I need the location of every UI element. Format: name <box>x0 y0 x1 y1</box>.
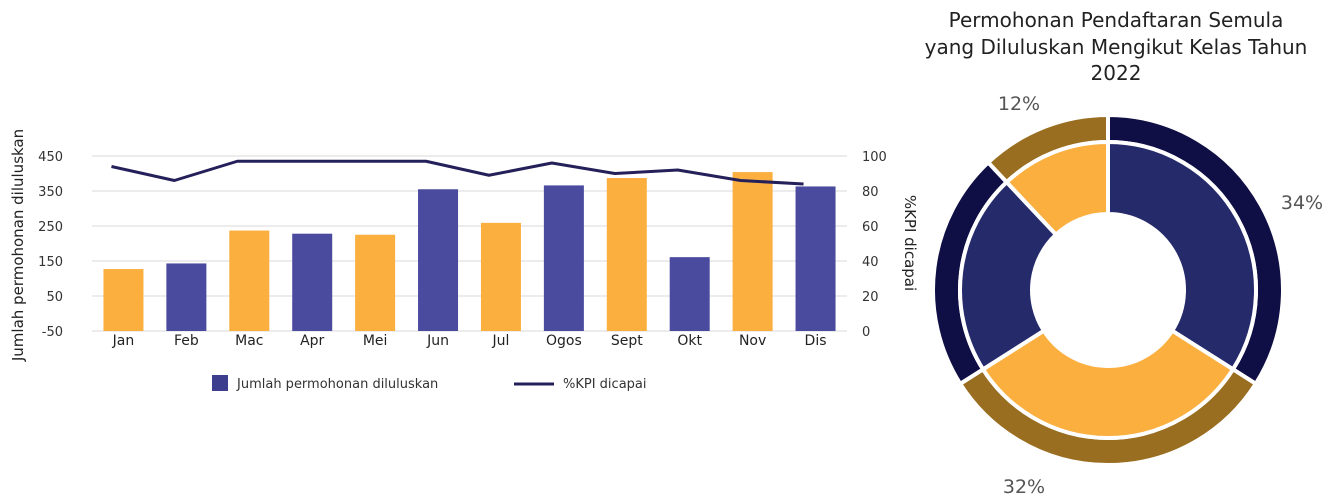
category-label: Sept <box>611 333 643 349</box>
category-label: Mei <box>363 333 388 349</box>
right-tick-label: 20 <box>862 290 879 305</box>
left-tick-label: 450 <box>38 150 63 165</box>
category-labels: Jan Feb Mac Apr Mei Jun Jul Ogos Sept Okt Nov Dis <box>112 333 827 349</box>
gridlines <box>92 155 847 332</box>
right-tick-label: 80 <box>862 185 879 200</box>
legend-swatch-bars <box>212 375 228 391</box>
legend: Jumlah permohonan diluluskan %KPI dicapa… <box>212 375 647 392</box>
category-label: Mac <box>235 333 263 349</box>
category-label: Jun <box>426 333 449 349</box>
bar <box>355 234 396 331</box>
category-label: Jan <box>112 333 135 349</box>
category-label: Dis <box>805 333 827 349</box>
right-tick-label: 40 <box>862 255 879 270</box>
bar <box>795 186 836 331</box>
donut-slice <box>1106 139 1258 373</box>
category-label: Ogos <box>546 333 582 349</box>
left-tick-label: 50 <box>46 290 63 305</box>
bar <box>480 222 521 331</box>
bar <box>418 189 459 331</box>
category-label: Feb <box>174 333 199 349</box>
right-axis-title: %KPI dicapai <box>901 195 919 291</box>
kpi-line-series <box>111 159 804 186</box>
legend-label-bars: Jumlah permohonan diluluskan <box>236 377 438 392</box>
donut-chart: Permohonan Pendaftaran Semula yang Dilul… <box>925 8 1323 495</box>
left-tick-label: 350 <box>38 185 63 200</box>
left-tick-label: -50 <box>42 325 63 340</box>
bar <box>292 233 333 331</box>
pie-title-line-2: yang Diluluskan Mengikut Kelas Tahun <box>925 35 1308 59</box>
left-axis-ticks: -50 50 150 250 350 450 <box>38 150 63 340</box>
bar <box>166 263 207 331</box>
pie-title-line-1: Permohonan Pendaftaran Semula <box>949 8 1284 32</box>
right-tick-label: 100 <box>862 150 887 165</box>
bar <box>103 269 144 331</box>
category-label: Okt <box>677 333 702 349</box>
category-label: Nov <box>739 333 766 349</box>
donut-slice-label: 12% <box>998 93 1040 115</box>
right-tick-label: 0 <box>862 325 870 340</box>
donut-slice-labels: 34% 32% 12% <box>998 93 1323 495</box>
category-label: Jul <box>492 333 510 349</box>
donut-slices <box>931 112 1286 468</box>
donut-slice <box>958 179 1059 373</box>
legend-label-line: %KPI dicapai <box>563 377 647 392</box>
donut-slice <box>1003 139 1110 238</box>
category-label: Apr <box>300 333 324 349</box>
left-axis-title: Jumlah permohonan diluluskan <box>9 129 27 362</box>
donut-slice-label: 32% <box>1003 476 1045 495</box>
donut-slice-label: 34% <box>1281 192 1323 214</box>
bar <box>669 257 710 331</box>
donut-slice <box>980 327 1236 440</box>
left-tick-label: 150 <box>38 255 63 270</box>
bar <box>543 185 584 331</box>
left-tick-label: 250 <box>38 220 63 235</box>
pie-title-line-3: 2022 <box>1091 61 1142 85</box>
bar <box>229 230 270 331</box>
bar <box>606 178 647 331</box>
combo-chart: -50 50 150 250 350 450 0 20 40 60 80 100 Jan Feb Mac… <box>9 129 919 392</box>
right-axis-ticks: 0 20 40 60 80 100 <box>862 150 887 340</box>
right-tick-label: 60 <box>862 220 879 235</box>
kpi-line <box>111 159 804 186</box>
bar <box>732 172 773 331</box>
bar-series <box>103 172 836 331</box>
